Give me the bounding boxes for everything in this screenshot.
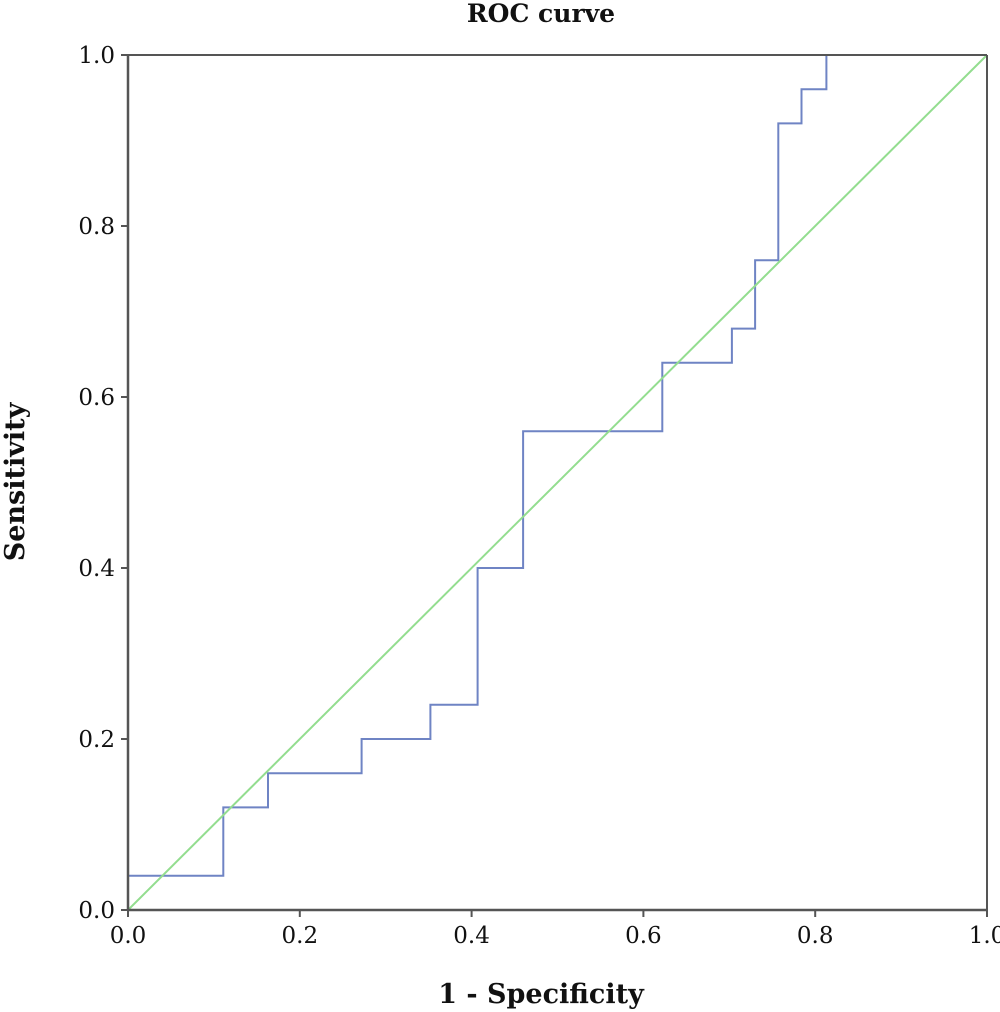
series-layer [127,54,988,911]
y-tick-label: 0.4 [78,556,115,582]
y-tick-label: 0.6 [78,385,115,411]
series-line-1 [127,54,987,910]
x-tick-label: 0.0 [110,923,147,949]
plot-frame [126,54,988,912]
x-tick-label: 0.6 [625,923,662,949]
ticks-group: 0.0 0.2 0.4 0.6 0.8 1.0 0.0 0.2 0.4 0.6 0.8 1.0 [78,43,1000,949]
y-tick-label: 1.0 [78,43,115,69]
y-tick-label: 0.0 [78,898,115,924]
x-tick-label: 0.2 [282,923,319,949]
x-tick-label: 0.4 [453,923,490,949]
chart-title: ROC curve [467,0,615,28]
series-line-2 [127,54,988,911]
x-axis-label: 1 - Specificity [438,979,645,1010]
x-tick-label: 0.8 [797,923,834,949]
x-tick-label: 1.0 [969,923,1000,949]
y-tick-label: 0.2 [78,727,115,753]
y-axis-label: Sensitivity [0,401,31,561]
y-tick-label: 0.8 [78,214,115,240]
